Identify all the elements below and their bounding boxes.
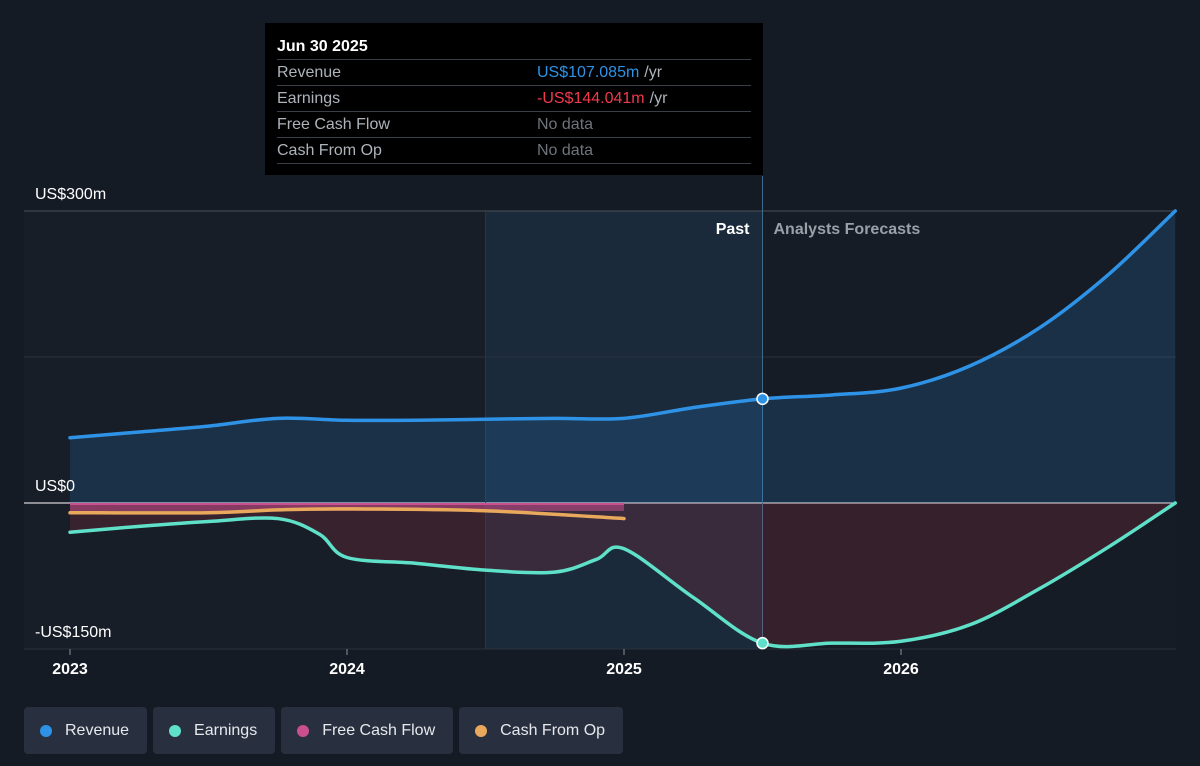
y-tick-label: US$300m: [35, 186, 106, 203]
legend-dot-icon: [40, 724, 52, 737]
x-tick-label: 2023: [52, 661, 88, 678]
revenue-marker: [756, 392, 769, 406]
legend-label: Free Cash Flow: [322, 721, 436, 739]
tooltip-value: No data: [537, 142, 594, 159]
tooltip-value: -US$144.041m: [537, 90, 645, 107]
forecast-label: Analysts Forecasts: [774, 221, 921, 238]
chart-labels: US$300m US$0 -US$150m 2023 2024 2025 2026 Past A…: [35, 186, 920, 678]
x-tick-label: 2026: [883, 661, 919, 678]
legend: Revenue Earnings Free Cash Flow Cash Fro…: [24, 707, 624, 754]
tooltip-row-earnings: Earnings -US$144.041m /yr: [277, 85, 751, 111]
revenue-area: [70, 211, 1176, 503]
chart-areas: [70, 211, 1176, 647]
past-highlight-band: [485, 211, 763, 649]
tooltip-unit: /yr: [649, 90, 668, 107]
past-label: Past: [716, 221, 750, 238]
forecast-band: [762, 211, 1176, 649]
y-tick-label: US$0: [35, 478, 75, 495]
legend-label: Earnings: [194, 721, 258, 739]
earnings-line: [68, 501, 1177, 649]
tooltip: Jun 30 2025 Revenue US$107.085m /yr Earn…: [265, 23, 763, 175]
legend-dot-icon: [297, 724, 310, 737]
tooltip-label: Cash From Op: [277, 142, 382, 159]
legend-label: Revenue: [65, 721, 130, 739]
tooltip-row-free-cash-flow: Free Cash Flow No data: [277, 111, 751, 137]
legend-item-cash-from-op[interactable]: Cash From Op: [459, 707, 624, 754]
legend-label: Cash From Op: [500, 721, 606, 739]
y-tick-label: -US$150m: [35, 624, 111, 641]
cash-from-op-line: [68, 507, 626, 521]
legend-item-free-cash-flow[interactable]: Free Cash Flow: [281, 707, 454, 754]
earnings-marker: [756, 636, 769, 650]
chart-markers: [756, 392, 769, 650]
x-tick-label: 2024: [329, 661, 365, 678]
legend-dot-icon: [475, 724, 488, 737]
legend-item-revenue[interactable]: Revenue: [24, 707, 148, 754]
x-tick-label: 2025: [606, 661, 642, 678]
tooltip-value: US$107.085m: [537, 64, 640, 81]
tooltip-label: Earnings: [277, 90, 341, 107]
free-cash-flow-area: [70, 503, 624, 511]
tooltip-value: No data: [537, 116, 594, 133]
legend-dot-icon: [169, 724, 182, 737]
legend-item-earnings[interactable]: Earnings: [153, 707, 276, 754]
chart-lines: [68, 209, 1177, 649]
earnings-area: [70, 503, 1176, 647]
tooltip-row-cash-from-op: Cash From Op No data: [277, 137, 751, 164]
tooltip-unit: /yr: [644, 64, 663, 81]
chart-bands: [24, 211, 1176, 649]
tooltip-label: Revenue: [277, 64, 342, 81]
tooltip-date: Jun 30 2025: [277, 38, 368, 55]
tooltip-label: Free Cash Flow: [277, 116, 390, 133]
tooltip-row-revenue: Revenue US$107.085m /yr: [277, 59, 751, 85]
revenue-line: [68, 209, 1177, 440]
